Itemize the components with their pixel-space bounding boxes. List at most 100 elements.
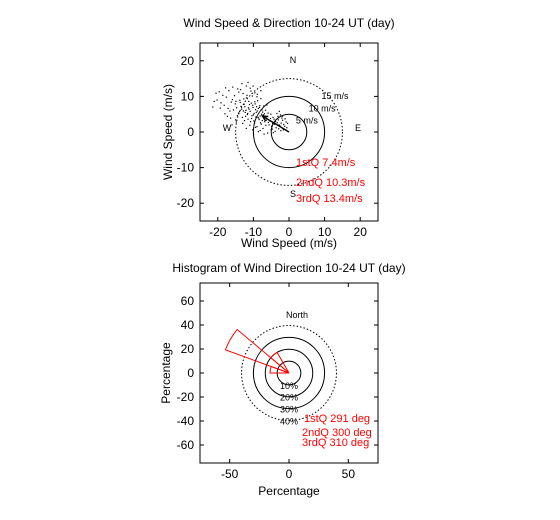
- wind-point: [241, 116, 243, 119]
- wind-point: [235, 121, 237, 123]
- wind-point: [259, 122, 262, 124]
- percentage-rings: 10% 20% 30%40%: [241, 325, 337, 426]
- y-tick-label: 20: [181, 342, 195, 356]
- wind-point: [263, 105, 265, 107]
- percentage-ring-label: 40%: [280, 416, 298, 426]
- x-tick-label: -20: [209, 225, 227, 239]
- wind-point: [274, 121, 277, 123]
- wind-point: [237, 112, 240, 114]
- mean-vector-line: [261, 115, 290, 133]
- x-axis-label: Wind Speed (m/s): [241, 236, 337, 250]
- wind-point: [251, 95, 253, 97]
- wind-point: [276, 122, 278, 124]
- wind-point: [264, 109, 267, 111]
- wind-point: [232, 109, 235, 111]
- mean-vector-arrowhead: [260, 115, 269, 122]
- wind-point: [278, 110, 280, 112]
- wind-point: [239, 101, 241, 104]
- wind-point: [227, 107, 229, 110]
- wind-point: [254, 126, 257, 128]
- x-tick-label: -50: [221, 467, 239, 481]
- compass-south: S: [290, 189, 296, 199]
- wind-point: [253, 122, 256, 124]
- wind-point: [276, 112, 278, 115]
- wind-point: [244, 111, 246, 114]
- x-tick-label: 0: [286, 467, 293, 481]
- x-tick-label: 0: [286, 225, 293, 239]
- wind-point: [258, 118, 260, 121]
- compass-east: E: [355, 123, 361, 133]
- wind-point: [252, 114, 254, 116]
- y-axis-label: Percentage: [159, 342, 173, 404]
- wind-point: [238, 111, 241, 113]
- speed-ring-label: 15 m/s: [321, 91, 349, 101]
- wind-point: [270, 128, 272, 131]
- wind-point: [240, 105, 242, 107]
- wind-point: [242, 122, 244, 125]
- wind-point: [247, 118, 249, 120]
- wind-point: [246, 113, 248, 116]
- quartile-label-2: 2ndQ 300 deg: [302, 427, 372, 439]
- wind-point: [260, 97, 262, 100]
- y-tick-label: -10: [177, 161, 195, 175]
- wind-point: [232, 86, 234, 88]
- percentage-ring: [252, 336, 326, 410]
- wind-point: [218, 91, 220, 93]
- wind-point: [274, 130, 276, 132]
- percentage-ring-label: 30%: [280, 405, 298, 415]
- quartile-label-3: 3rdQ 310 deg: [302, 437, 369, 449]
- wind-point: [285, 121, 287, 123]
- wind-point: [273, 123, 276, 125]
- wind-point: [238, 91, 240, 93]
- wind-point: [261, 120, 263, 122]
- wind-point: [235, 100, 237, 102]
- wind-point: [265, 119, 267, 121]
- wind-point: [239, 99, 241, 101]
- wind-point: [256, 106, 258, 108]
- wind-point: [254, 92, 256, 94]
- wind-point: [273, 118, 275, 120]
- percentage-ring-label: 20%: [280, 393, 298, 403]
- wind-point: [230, 101, 232, 103]
- wind-point: [254, 101, 256, 103]
- wind-point: [236, 107, 238, 109]
- chart-title: Wind Speed & Direction 10-24 UT (day): [183, 16, 394, 30]
- direction-sector: [270, 351, 290, 374]
- quartile-label-1: 1stQ 291 deg: [304, 413, 370, 425]
- wind-point: [268, 124, 270, 126]
- wind-point: [252, 104, 254, 106]
- mean-vector: [260, 115, 290, 133]
- wind-point: [256, 96, 258, 98]
- wind-point: [272, 116, 274, 119]
- wind-point: [284, 118, 286, 120]
- x-axis-label: Percentage: [258, 484, 320, 498]
- wind-point: [222, 94, 224, 96]
- wind-scatter-chart: Wind Speed & Direction 10-24 UT (day) -2…: [161, 16, 395, 250]
- wind-point: [272, 132, 274, 134]
- wind-point: [267, 121, 269, 123]
- axis-ticks: -20 -10 0 10 20 -20 -10 0 10 20: [177, 43, 378, 239]
- quartile-label-2: 2ndQ 10.3m/s: [296, 177, 366, 189]
- y-axis-label: Wind Speed (m/s): [161, 84, 175, 180]
- wind-point: [248, 103, 251, 106]
- wind-point: [249, 110, 251, 112]
- wind-point: [279, 124, 281, 127]
- wind-point: [220, 102, 222, 104]
- percentage-ring: [241, 325, 337, 421]
- wind-point: [247, 112, 249, 115]
- wind-point: [237, 88, 239, 90]
- wind-point: [282, 129, 284, 131]
- wind-point: [248, 108, 250, 110]
- wind-point: [255, 111, 257, 114]
- y-tick-label: 0: [187, 366, 194, 380]
- wind-point: [283, 123, 285, 126]
- wind-point: [234, 103, 236, 105]
- wind-point: [281, 117, 283, 119]
- wind-point: [253, 112, 255, 115]
- x-tick-label: 20: [354, 225, 368, 239]
- wind-point: [252, 106, 254, 109]
- wind-point: [242, 110, 245, 112]
- wind-point: [277, 119, 279, 121]
- wind-point: [244, 106, 246, 108]
- y-tick-label: 20: [181, 54, 195, 68]
